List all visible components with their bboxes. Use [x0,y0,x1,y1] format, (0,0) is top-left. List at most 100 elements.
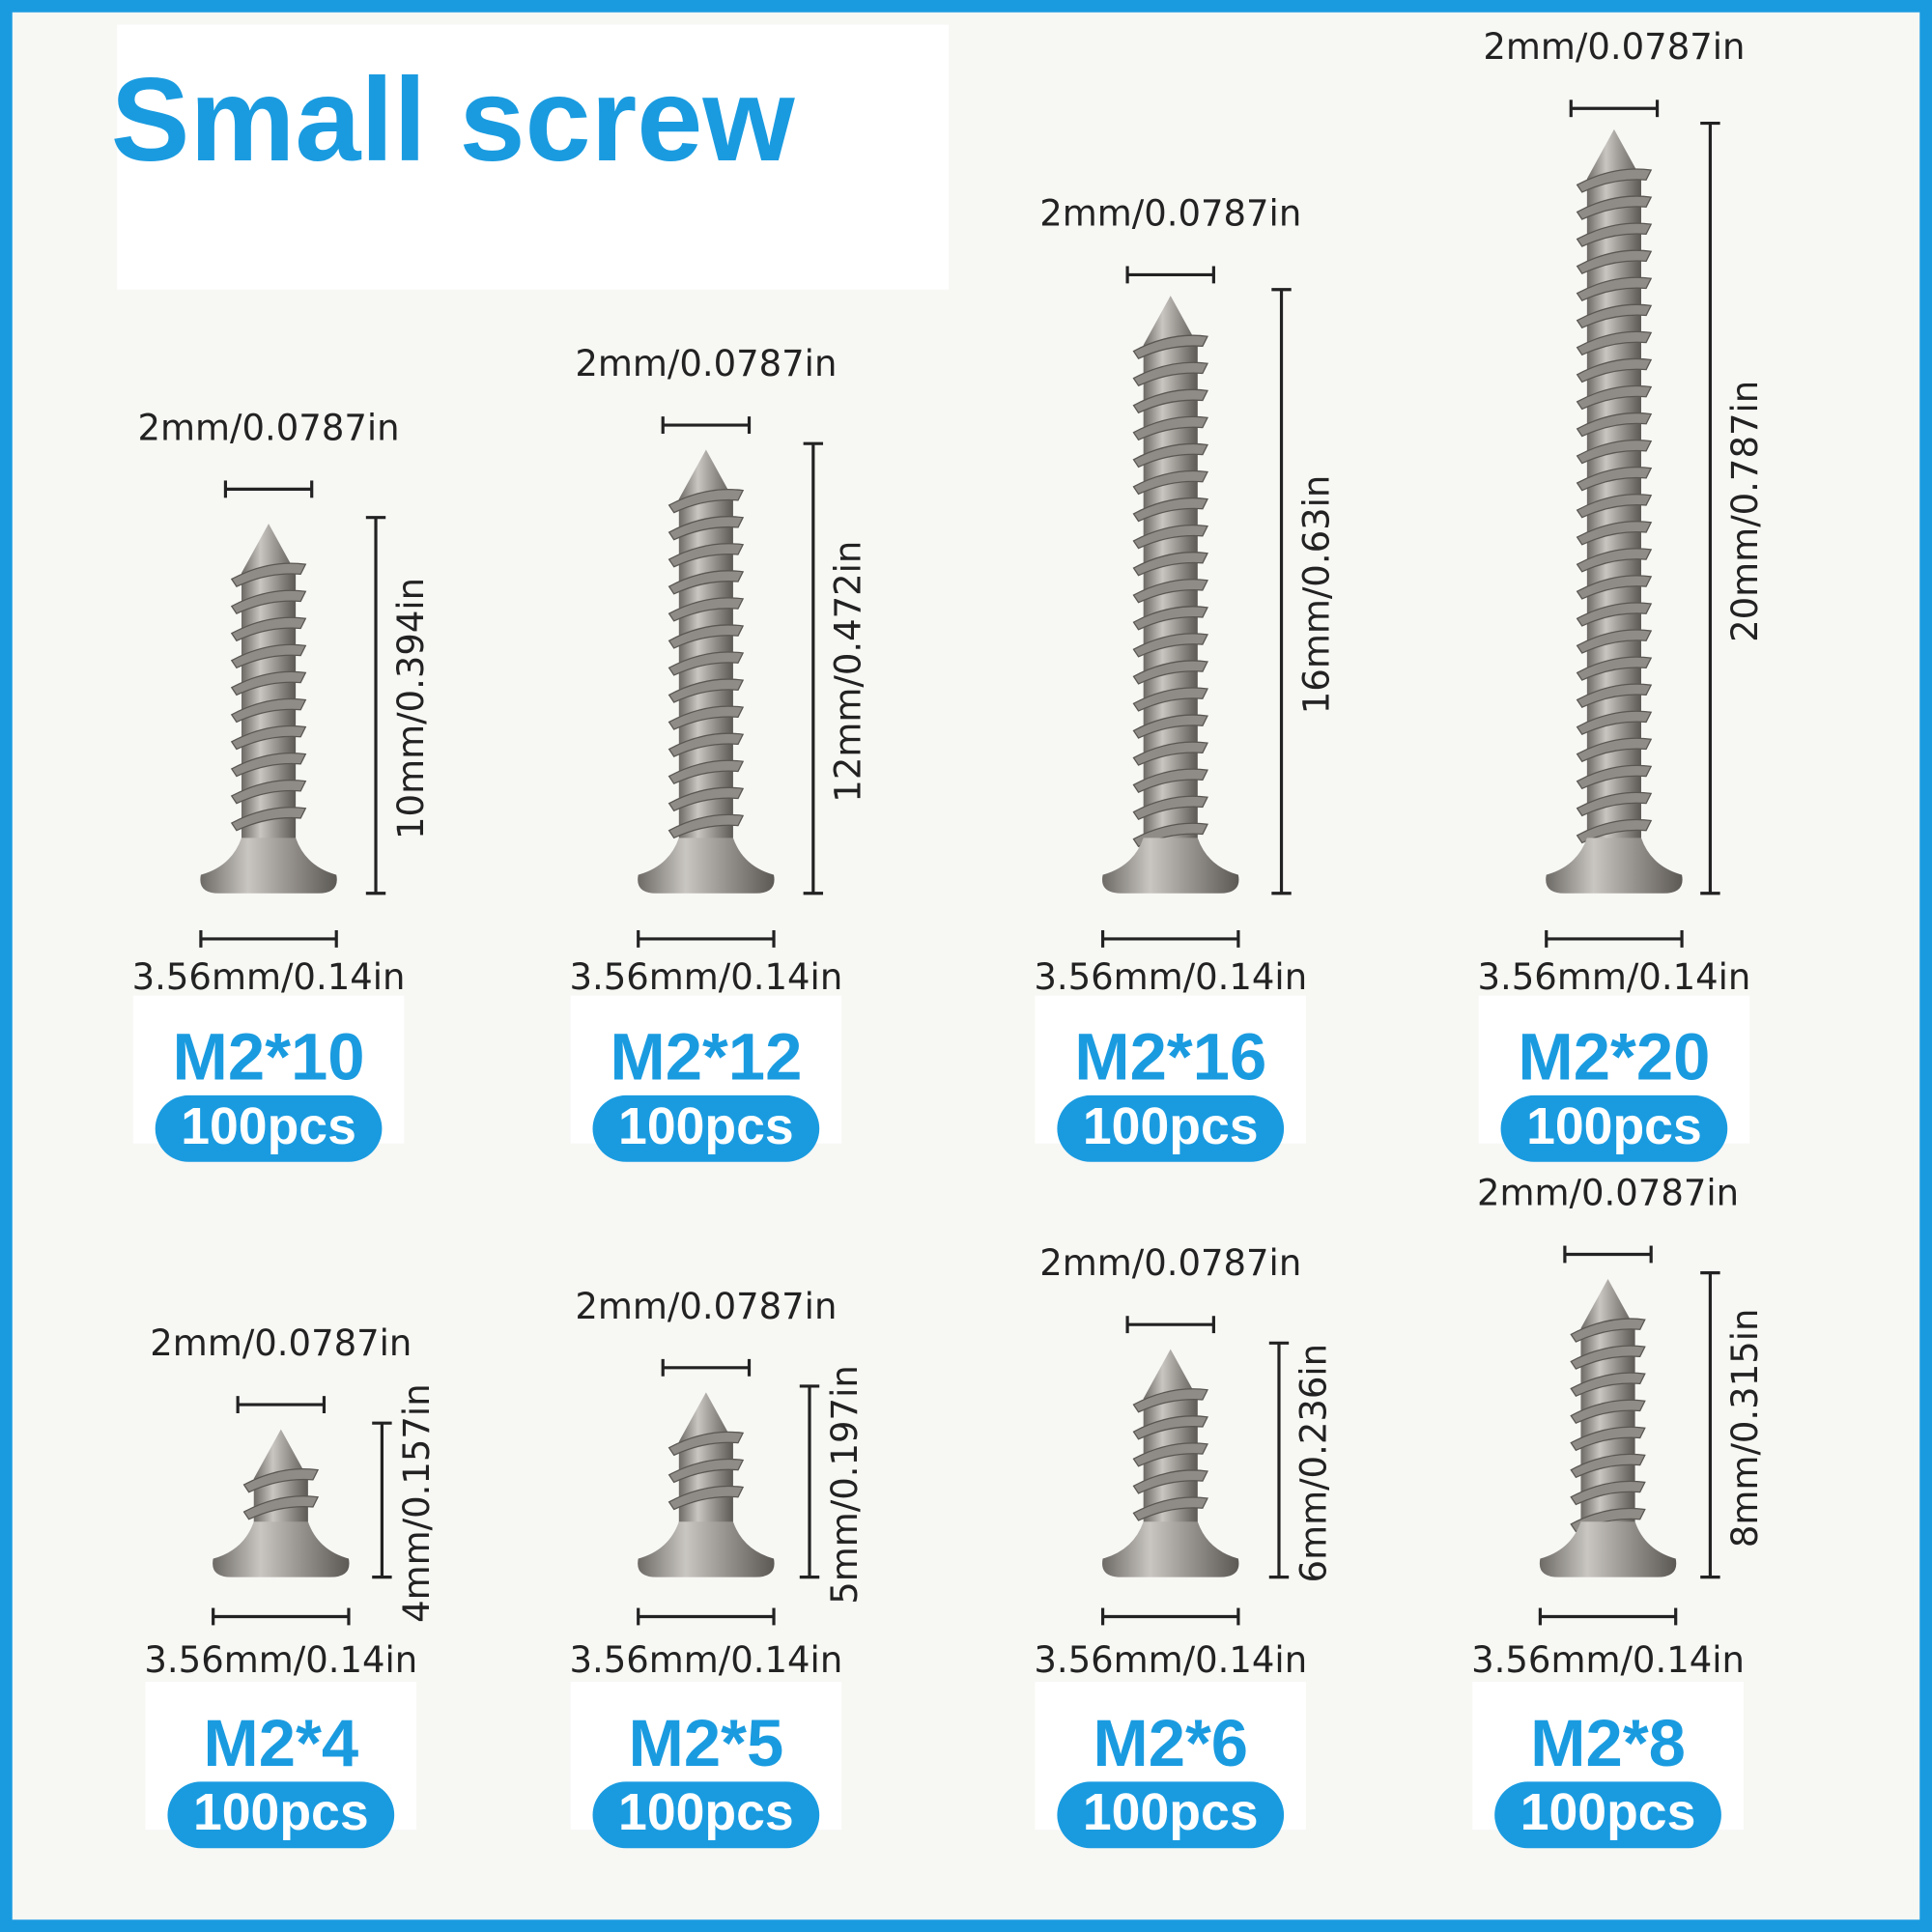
screw-thread [230,807,307,832]
title-backdrop [117,24,950,290]
qty-label: 100pcs [1526,1098,1702,1155]
model-name: M2*16 [1074,1019,1266,1094]
screw-thread [668,759,745,785]
screw-thread [230,780,307,805]
screw-thread [668,678,745,703]
screw-thread [242,1468,320,1493]
screw-thread [1132,388,1208,414]
screw-thread [668,1458,745,1484]
screw-thread [1132,579,1208,604]
screw-thread [668,489,745,514]
screw-thread [1570,1453,1646,1479]
screw-thread [230,697,307,724]
screw-thread [1132,442,1208,469]
qty-label: 100pcs [618,1098,794,1155]
screw-thread [1570,1480,1646,1506]
screw-thread [230,670,307,696]
screw-thread [1576,303,1653,329]
screw-shank [678,449,733,844]
screw-thread [1576,521,1653,546]
qty-pill [155,1094,383,1162]
screw-head [1102,838,1239,894]
screw-thread [1576,602,1653,627]
qty-pill [1057,1781,1285,1849]
screw-thread [1132,741,1208,766]
length-label: 20mm/0.787in [1724,381,1766,642]
top-dimension: 2mm/0.0787in [138,407,400,448]
screw-thread [1576,710,1653,736]
top-dimension: 2mm/0.0787in [1039,192,1301,234]
screw-thread [1576,357,1653,384]
screw-thread [1576,439,1653,465]
screw-thread [1132,1415,1208,1440]
qty-label: 100pcs [1520,1784,1696,1841]
screw-thread [1132,1388,1208,1413]
qty-label: 100pcs [1083,1098,1259,1155]
top-dimension: 2mm/0.0787in [575,343,837,384]
qty-label: 100pcs [193,1784,369,1841]
screw-thread [1132,415,1208,441]
screw-thread [668,516,745,541]
model-name: M2*8 [1530,1706,1686,1780]
screw-thread [1132,552,1208,577]
screw-thread [230,752,307,778]
screw-thread [1576,737,1653,763]
qty-pill [1057,1094,1285,1162]
screw-thread [1132,497,1208,523]
screw-thread [230,589,307,615]
screw-thread [230,724,307,751]
model-name: M2*5 [628,1706,783,1780]
screw-thread [668,570,745,595]
qty-label: 100pcs [181,1098,356,1155]
screw-thread [1570,1399,1646,1425]
screw-thread [1132,469,1208,496]
length-label: 8mm/0.315in [1724,1309,1766,1548]
title: Small screw [111,53,796,185]
screw-thread [668,813,745,839]
qty-pill [1500,1094,1728,1162]
screw-head [200,838,337,894]
length-label: 12mm/0.472in [828,541,869,803]
screw-thread [1132,687,1208,712]
screw-thread [1576,818,1653,844]
screw-thread [1576,764,1653,790]
screw-head [1539,1521,1677,1577]
bottom-dimension: 3.56mm/0.14in [1034,1639,1307,1681]
bottom-dimension: 3.56mm/0.14in [1478,956,1751,998]
screw-thread [668,1431,745,1457]
screw-thread [1576,467,1653,492]
length-label: 4mm/0.157in [396,1383,438,1623]
bottom-dimension: 3.56mm/0.14in [144,1639,417,1681]
screw-head [1546,838,1683,894]
length-label: 5mm/0.197in [824,1365,866,1605]
screw-thread [1132,1469,1208,1494]
screw-thread [668,732,745,757]
screw-thread [1132,768,1208,793]
screw-head [638,838,775,894]
screw-head [213,1521,350,1577]
screw-thread [1576,412,1653,438]
qty-pill [592,1781,820,1849]
screw-thread [1576,222,1653,247]
screw-thread [668,786,745,812]
bottom-dimension: 3.56mm/0.14in [1034,956,1307,998]
screw-thread [1132,606,1208,631]
qty-label: 100pcs [618,1784,794,1841]
top-dimension: 2mm/0.0787in [1477,1172,1739,1213]
screw-thread [668,624,745,649]
screw-thread [1576,195,1653,220]
screw-head [1102,1521,1239,1577]
screw-thread [668,543,745,568]
screw-thread [230,616,307,642]
screw-thread [1576,575,1653,600]
screw-thread [1132,714,1208,739]
screw-thread [1132,660,1208,685]
screw-head [638,1521,775,1577]
screw-thread [1576,548,1653,573]
model-name: M2*6 [1093,1706,1248,1780]
screw-thread [1576,494,1653,519]
screw-thread [668,705,745,730]
screw-thread [1576,168,1653,193]
